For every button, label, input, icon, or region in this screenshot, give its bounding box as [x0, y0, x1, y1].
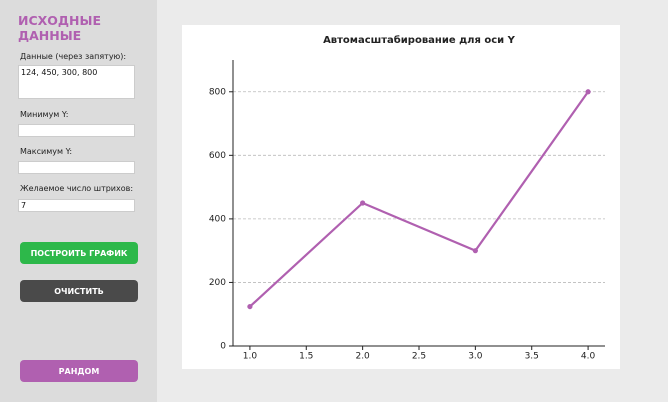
x-tick-label: 1.5 — [299, 352, 313, 362]
ticks-input[interactable]: 7 — [18, 199, 135, 212]
chart-title: Автомасштабирование для оси Y — [323, 34, 516, 46]
sidebar-title: ИСХОДНЫЕ ДАННЫЕ — [18, 13, 101, 43]
min-input[interactable] — [18, 124, 135, 137]
field-label: Минимум Y: — [20, 110, 69, 119]
data-line — [249, 91, 589, 308]
chart-panel — [182, 25, 620, 369]
x-tick-label: 2.0 — [355, 352, 370, 362]
max-input[interactable] — [18, 161, 135, 174]
build-button[interactable]: ПОСТРОИТЬ ГРАФИК — [20, 242, 138, 264]
x-tick-label: 1.0 — [243, 352, 258, 362]
data-input[interactable]: 124, 450, 300, 800 — [18, 65, 135, 99]
clear-button[interactable]: ОЧИСТИТЬ — [20, 280, 138, 302]
x-tick-label: 3.0 — [468, 352, 483, 362]
data-point — [247, 303, 253, 310]
x-tick-label: 2.5 — [412, 352, 426, 362]
data-point — [360, 200, 366, 206]
field-label: Желаемое число штрихов: — [20, 184, 134, 193]
y-tick-label: 400 — [209, 214, 226, 224]
sidebar: ИСХОДНЫЕ ДАННЫЕ Данные (через запятую): … — [0, 0, 157, 402]
x-tick-label: 3.5 — [525, 352, 539, 362]
data-point — [585, 89, 591, 95]
field-label: Максимум Y: — [20, 147, 73, 156]
y-tick-label: 800 — [209, 87, 226, 97]
y-tick-label: 600 — [209, 151, 226, 161]
random-button[interactable]: РАНДОМ — [20, 360, 138, 382]
y-tick-label: 200 — [209, 278, 226, 288]
y-tick-label: 0 — [220, 342, 226, 352]
x-tick-label: 4.0 — [581, 352, 596, 362]
field-label: Данные (через запятую): — [20, 52, 127, 61]
data-point — [472, 248, 478, 254]
